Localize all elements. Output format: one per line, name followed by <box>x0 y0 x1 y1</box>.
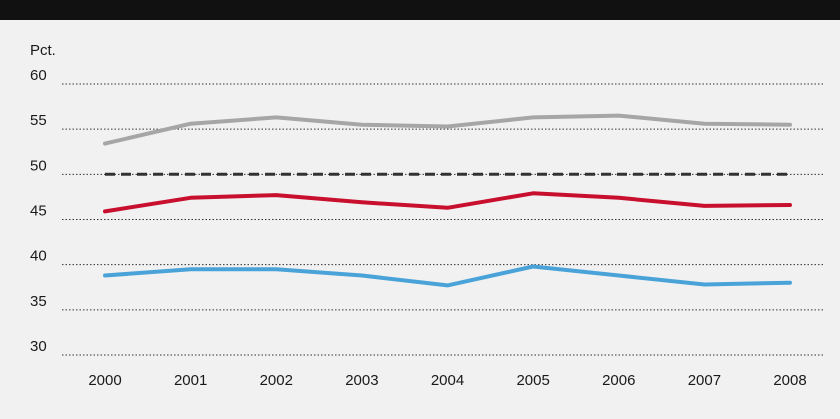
x-axis-ticks: 2000 2001 2002 2003 2004 2005 2006 2007 2008 <box>88 372 806 389</box>
series-line-2 <box>103 191 792 214</box>
x-tick-label: 2006 <box>602 372 635 389</box>
x-tick-label: 2008 <box>773 372 806 389</box>
y-tick-label: 40 <box>30 248 47 265</box>
y-tick-label: 50 <box>30 157 47 174</box>
series-lines <box>103 113 792 288</box>
series-line-3 <box>103 264 792 288</box>
x-tick-label: 2000 <box>88 372 121 389</box>
x-tick-label: 2005 <box>516 372 549 389</box>
y-tick-label: 60 <box>30 67 47 84</box>
x-tick-label: 2004 <box>431 372 464 389</box>
y-tick-label: 55 <box>30 112 47 129</box>
header-bar <box>0 0 840 20</box>
y-tick-label: 45 <box>30 203 47 220</box>
y-axis-unit-label: Pct. <box>30 42 56 59</box>
x-tick-label: 2007 <box>688 372 721 389</box>
x-tick-label: 2001 <box>174 372 207 389</box>
x-tick-label: 2002 <box>260 372 293 389</box>
y-tick-label: 35 <box>30 293 47 310</box>
series-line-0 <box>103 113 792 146</box>
y-tick-label: 30 <box>30 338 47 355</box>
x-tick-label: 2003 <box>345 372 378 389</box>
y-axis-ticks: 30 35 40 45 50 55 60 <box>30 67 47 355</box>
